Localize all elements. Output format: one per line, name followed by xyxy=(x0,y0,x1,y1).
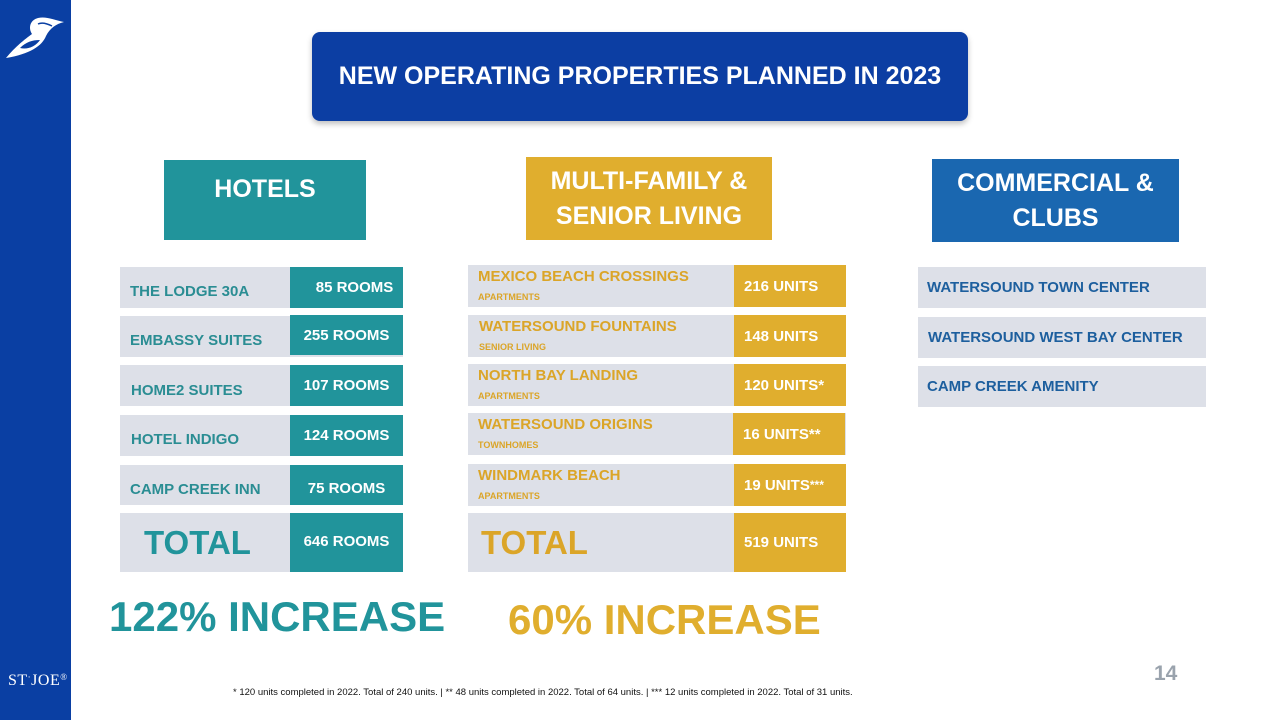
property-type: TOWNHOMES xyxy=(478,440,539,450)
hotel-rooms: 107 ROOMS xyxy=(290,365,403,406)
commercial-row: WATERSOUND WEST BAY CENTER xyxy=(918,317,1206,358)
property-units: 19 UNITS *** xyxy=(734,464,846,506)
commercial-row: CAMP CREEK AMENITY xyxy=(918,366,1206,407)
property-type: APARTMENTS xyxy=(478,292,540,302)
commercial-name: CAMP CREEK AMENITY xyxy=(927,378,1099,395)
hotel-name: EMBASSY SUITES xyxy=(130,332,263,349)
multifamily-increase: 60% INCREASE xyxy=(508,596,821,643)
hotel-name: CAMP CREEK INN xyxy=(130,481,261,498)
property-units: 148 UNITS xyxy=(734,315,846,357)
hotel-rooms: 75 ROOMS xyxy=(290,465,403,505)
hotel-row: HOTEL INDIGO 124 ROOMS xyxy=(120,415,403,456)
bird-logo-icon xyxy=(6,17,64,58)
multifamily-total-value: 519 UNITS xyxy=(734,513,846,572)
hotel-name: HOTEL INDIGO xyxy=(131,431,240,448)
hotel-row: HOME2 SUITES 107 ROOMS xyxy=(120,365,403,406)
property-name: WATERSOUND FOUNTAINS xyxy=(479,318,677,335)
hotel-rooms: 85 ROOMS xyxy=(290,267,403,308)
hotel-rooms: 124 ROOMS xyxy=(290,415,403,456)
hotel-total-value: 646 ROOMS xyxy=(290,513,403,572)
multifamily-total-row: TOTAL 519 UNITS xyxy=(468,513,846,572)
property-type: SENIOR LIVING xyxy=(479,342,547,352)
property-name: WATERSOUND ORIGINS xyxy=(478,416,653,433)
hotel-name: HOME2 SUITES xyxy=(131,382,243,399)
sidebar: ST·JOE® xyxy=(0,0,71,720)
commercial-row: WATERSOUND TOWN CENTER xyxy=(918,267,1206,308)
multifamily-row: NORTH BAY LANDING APARTMENTS 120 UNITS* xyxy=(468,364,846,406)
hotel-row: CAMP CREEK INN 75 ROOMS xyxy=(120,465,403,505)
commercial-heading: COMMERCIAL & CLUBS xyxy=(932,159,1179,242)
hotel-row: EMBASSY SUITES 255 ROOMS xyxy=(120,315,403,357)
property-units: 216 UNITS xyxy=(734,265,846,307)
hotels-heading: HOTELS xyxy=(164,160,366,240)
multifamily-heading: MULTI-FAMILY & SENIOR LIVING xyxy=(526,157,772,240)
hotels-increase: 122% INCREASE xyxy=(109,593,446,640)
multifamily-row: WATERSOUND ORIGINS TOWNHOMES 16 UNITS** xyxy=(468,413,846,455)
hotel-name: THE LODGE 30A xyxy=(130,283,250,300)
hotel-row: THE LODGE 30A 85 ROOMS xyxy=(120,267,403,308)
property-name: MEXICO BEACH CROSSINGS xyxy=(478,268,689,285)
commercial-name: WATERSOUND WEST BAY CENTER xyxy=(928,329,1183,346)
property-type: APARTMENTS xyxy=(478,491,540,501)
brand-logo: ST·JOE® xyxy=(8,672,68,689)
property-units: 16 UNITS** xyxy=(733,413,845,455)
property-type: APARTMENTS xyxy=(478,391,540,401)
multifamily-row: WATERSOUND FOUNTAINS SENIOR LIVING 148 U… xyxy=(468,315,846,357)
hotel-total-row: TOTAL 646 ROOMS xyxy=(120,513,403,572)
page-number: 14 xyxy=(1154,662,1178,685)
property-name: NORTH BAY LANDING xyxy=(478,367,639,384)
page-title: NEW OPERATING PROPERTIES PLANNED IN 2023 xyxy=(312,32,968,121)
property-name: WINDMARK BEACH xyxy=(478,467,621,484)
multifamily-total-label: TOTAL xyxy=(481,524,588,561)
commercial-name: WATERSOUND TOWN CENTER xyxy=(927,279,1150,296)
hotel-rooms: 255 ROOMS xyxy=(290,315,403,355)
property-units: 120 UNITS* xyxy=(734,364,846,406)
multifamily-row: MEXICO BEACH CROSSINGS APARTMENTS 216 UN… xyxy=(468,265,846,307)
hotel-total-label: TOTAL xyxy=(144,524,251,561)
multifamily-row: WINDMARK BEACH APARTMENTS 19 UNITS *** xyxy=(468,464,846,506)
footnote: * 120 units completed in 2022. Total of … xyxy=(233,687,853,698)
